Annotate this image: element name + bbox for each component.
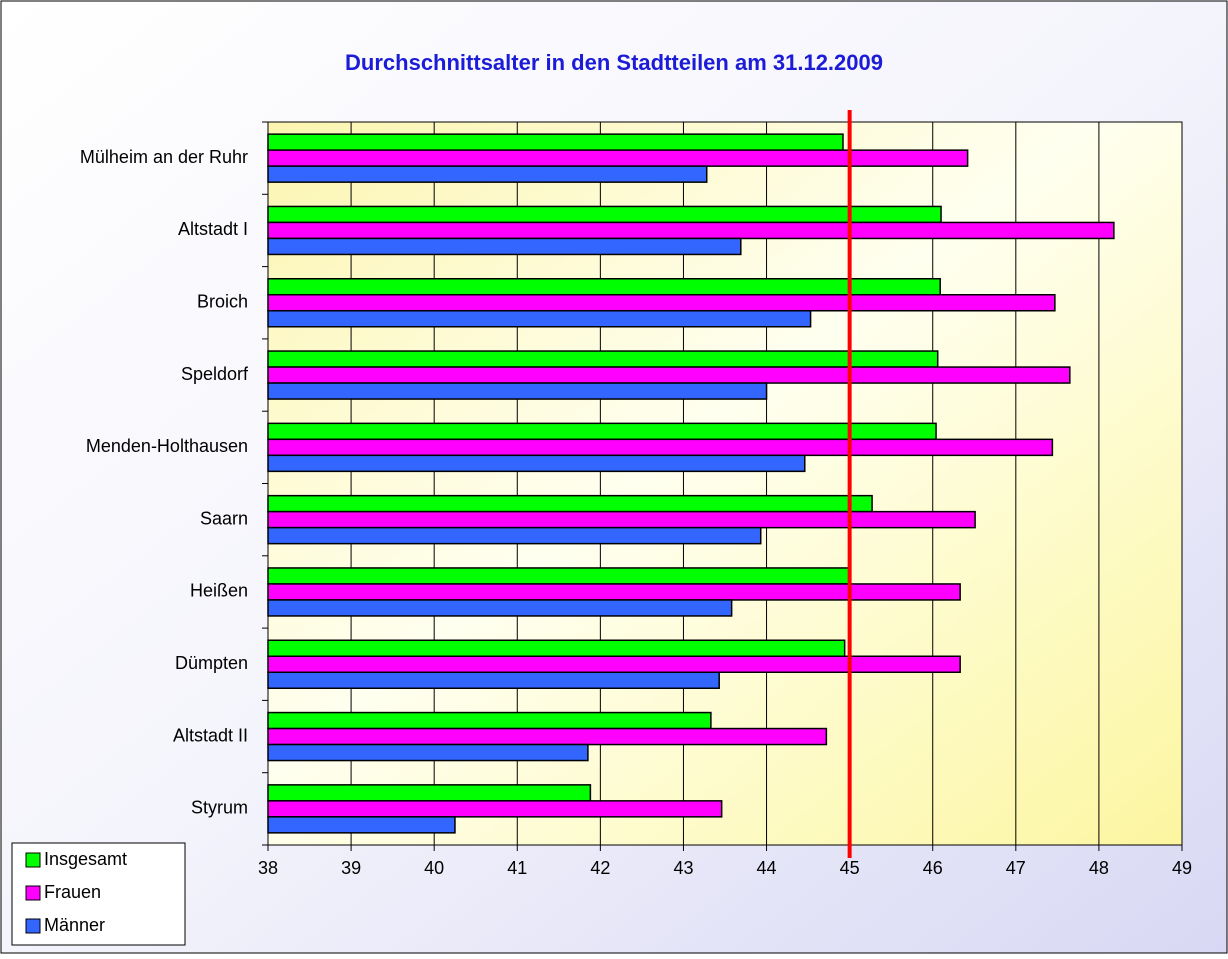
- bar: [267, 310, 812, 328]
- bar: [267, 639, 846, 657]
- bar: [267, 382, 768, 400]
- bar: [267, 133, 844, 151]
- x-tick-label: 44: [757, 858, 777, 878]
- bar: [267, 237, 742, 256]
- chart-title: Durchschnittsalter in den Stadtteilen am…: [345, 50, 883, 75]
- y-tick-label: Altstadt I: [178, 219, 248, 239]
- bar: [267, 165, 708, 183]
- y-tick-label: Mülheim an der Ruhr: [80, 147, 248, 167]
- x-tick-label: 48: [1089, 858, 1109, 878]
- bar: [267, 671, 720, 689]
- x-tick-label: 39: [341, 858, 361, 878]
- bar: [267, 743, 589, 762]
- x-tick-label: 41: [507, 858, 527, 878]
- x-tick-label: 43: [673, 858, 693, 878]
- bar: [267, 800, 723, 818]
- bar: [267, 350, 939, 368]
- y-tick-label: Speldorf: [181, 364, 249, 384]
- y-tick-label: Broich: [197, 292, 248, 312]
- legend-swatch: [25, 852, 41, 868]
- bar: [267, 278, 941, 296]
- bar: [267, 727, 828, 746]
- x-tick-label: 49: [1172, 858, 1192, 878]
- x-tick-label: 38: [258, 858, 278, 878]
- y-tick-label: Styrum: [191, 798, 248, 818]
- legend: [11, 842, 186, 946]
- legend-swatch: [25, 885, 41, 901]
- legend-label: Männer: [44, 915, 105, 935]
- bar: [267, 366, 1071, 384]
- x-tick-label: 40: [424, 858, 444, 878]
- legend-label: Frauen: [44, 882, 101, 902]
- bar: [267, 583, 961, 601]
- bar: [267, 494, 873, 513]
- bar: [267, 784, 592, 802]
- bar: [267, 599, 733, 617]
- bar: [267, 454, 806, 473]
- bar: [267, 655, 961, 673]
- bar: [267, 149, 969, 167]
- x-tick-label: 45: [840, 858, 860, 878]
- y-tick-label: Saarn: [200, 508, 248, 528]
- bar: [267, 294, 1056, 312]
- bar: [267, 567, 851, 585]
- bar: [267, 510, 976, 529]
- legend-label: Insgesamt: [44, 849, 127, 869]
- bar: [267, 816, 456, 834]
- bar: [267, 526, 762, 545]
- bar: [267, 711, 712, 730]
- legend-swatch: [25, 918, 41, 934]
- y-tick-label: Dümpten: [175, 653, 248, 673]
- y-tick-label: Heißen: [190, 581, 248, 601]
- x-tick-label: 47: [1006, 858, 1026, 878]
- bar: [267, 205, 942, 224]
- bar: [267, 438, 1054, 457]
- bar: [267, 221, 1115, 240]
- x-tick-label: 42: [590, 858, 610, 878]
- y-tick-label: Altstadt II: [173, 725, 248, 745]
- x-tick-label: 46: [923, 858, 943, 878]
- bar: [267, 422, 937, 441]
- y-tick-label: Menden-Holthausen: [86, 436, 248, 456]
